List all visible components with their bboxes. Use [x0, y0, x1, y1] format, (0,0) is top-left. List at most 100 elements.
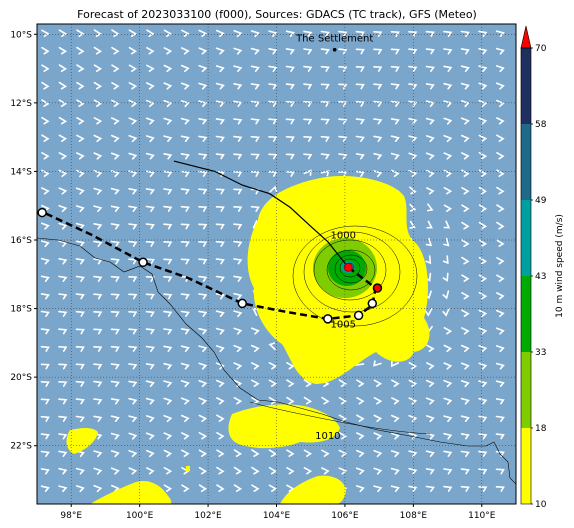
figure-title: Forecast of 2023033100 (f000), Sources: …	[77, 8, 477, 21]
wind-barb	[215, 240, 225, 247]
wind-barb	[390, 152, 400, 160]
wind-barb	[495, 65, 505, 73]
wind-barb	[443, 344, 453, 353]
wind-barb	[478, 309, 488, 318]
wind-barb	[478, 99, 488, 108]
wind-barb	[145, 135, 155, 143]
wind-barb	[110, 467, 120, 475]
wind-barb	[478, 433, 488, 440]
wind-barb	[93, 346, 103, 352]
wind-barb	[93, 311, 103, 317]
wind-barb	[198, 153, 208, 160]
wind-barb	[198, 29, 208, 38]
wind-barb	[442, 308, 450, 317]
wind-barb	[75, 415, 85, 422]
wind-barb	[110, 240, 120, 247]
wind-barb	[180, 258, 190, 265]
wind-barb	[198, 170, 208, 177]
tick-label-lat: 12°S	[10, 99, 32, 109]
wind-barb	[180, 345, 190, 352]
wind-barb	[250, 118, 260, 125]
wind-barb	[145, 276, 155, 282]
wind-barb	[58, 64, 68, 72]
wind-barb	[461, 327, 470, 335]
wind-barb	[58, 99, 68, 107]
wind-barb	[268, 136, 278, 142]
wind-barb	[216, 379, 225, 388]
wind-barb	[163, 47, 173, 55]
wind-barb	[443, 48, 453, 55]
tick-label-lat: 16°S	[10, 236, 32, 246]
wind-barb	[93, 467, 103, 475]
wind-barb	[41, 81, 50, 90]
wind-barb	[180, 293, 190, 300]
wind-barb	[198, 397, 208, 405]
wind-barb	[145, 328, 155, 335]
wind-barb	[460, 65, 470, 72]
wind-barb	[251, 449, 260, 457]
wind-barb	[356, 414, 365, 422]
wind-barb	[40, 345, 50, 352]
wind-barb	[93, 134, 103, 143]
wind-barb	[303, 449, 313, 457]
wind-barb	[443, 362, 453, 370]
wind-barb	[163, 380, 173, 388]
wind-barb	[215, 310, 225, 317]
wind-barb	[460, 380, 470, 388]
wind-barb	[303, 169, 312, 176]
wind-barb	[286, 484, 295, 492]
wind-barb	[250, 83, 260, 90]
wind-barb	[409, 203, 417, 212]
wind-barb	[233, 100, 243, 107]
wind-barb	[145, 258, 155, 265]
wind-barb	[268, 379, 278, 387]
wind-barb	[163, 117, 173, 125]
wind-barb	[233, 397, 243, 405]
wind-barb	[111, 117, 120, 125]
wind-barb	[111, 484, 120, 493]
place-marker: The Settlement	[295, 34, 373, 52]
wind-barb	[58, 450, 68, 457]
wind-barb	[478, 468, 488, 475]
wind-barb	[391, 414, 400, 423]
wind-barb	[163, 205, 173, 212]
wind-barb	[355, 30, 365, 37]
wind-barb	[268, 100, 278, 107]
wind-barb	[285, 170, 295, 177]
wind-barb	[163, 293, 173, 300]
tick-label-lon: 108°E	[400, 511, 428, 521]
wind-barb	[496, 239, 505, 247]
wind-barb	[216, 414, 225, 422]
wind-barb	[163, 484, 173, 492]
wind-barb	[495, 345, 505, 353]
wind-barb	[303, 118, 313, 125]
wind-barb	[478, 450, 488, 457]
wind-barb	[110, 293, 120, 300]
place-label: The Settlement	[295, 34, 373, 45]
colorbar-band	[521, 428, 531, 504]
wind-barb	[215, 362, 225, 370]
forecast-point	[237, 298, 248, 309]
colorbar-tick-label: 18	[535, 424, 547, 434]
colorbar-band	[521, 48, 531, 124]
wind-barb	[111, 46, 120, 55]
wind-barb	[233, 83, 243, 90]
wind-barb	[268, 362, 278, 370]
wind-barb	[233, 153, 243, 160]
wind-barb	[93, 240, 103, 247]
wind-barb	[145, 240, 155, 247]
wind-barb	[251, 466, 260, 475]
wind-barb	[478, 221, 488, 230]
wind-barb	[338, 83, 348, 90]
wind-barb	[320, 83, 330, 90]
wind-barb	[390, 48, 400, 55]
wind-barb	[495, 30, 505, 37]
wind-barb	[128, 415, 138, 423]
wind-barb	[443, 117, 453, 125]
storm-center-marker	[343, 262, 353, 272]
wind-barb	[40, 450, 50, 457]
wind-barb	[198, 345, 208, 353]
wind-barb	[478, 486, 488, 492]
forecast-point	[323, 314, 333, 324]
